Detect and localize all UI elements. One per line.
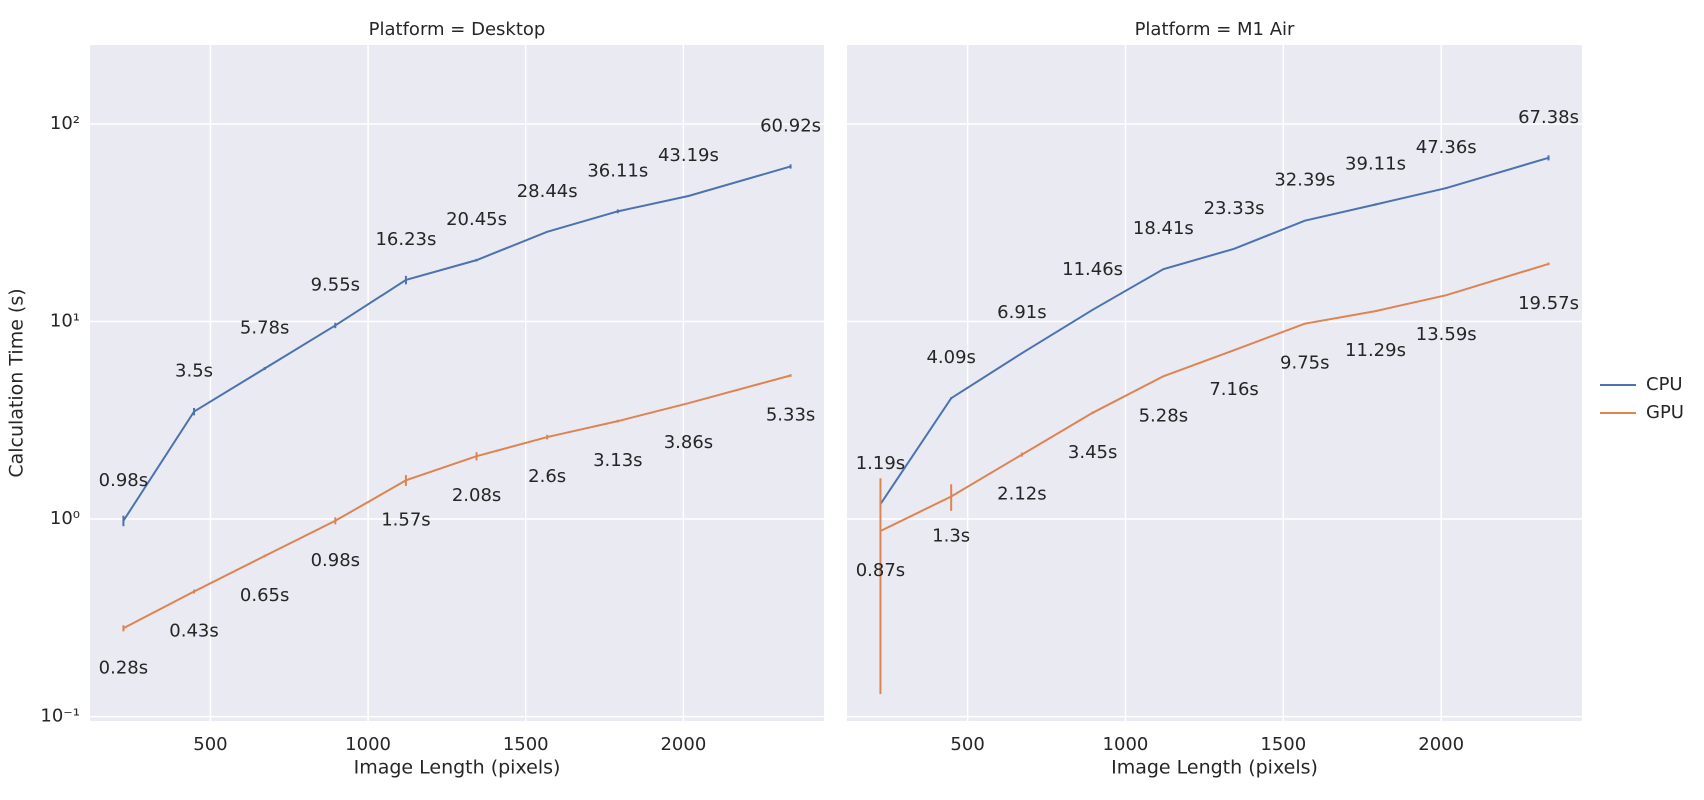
y-tick-label: 10⁰ bbox=[50, 508, 80, 529]
data-label: 9.75s bbox=[1280, 353, 1329, 374]
x-tick-label: 1500 bbox=[503, 734, 549, 755]
data-label: 2.6s bbox=[528, 466, 566, 487]
data-label: 4.09s bbox=[926, 347, 975, 368]
data-label: 0.43s bbox=[169, 620, 218, 641]
data-label: 11.46s bbox=[1062, 259, 1123, 280]
x-tick-label: 500 bbox=[193, 734, 227, 755]
data-label: 0.65s bbox=[240, 585, 289, 606]
legend-label: GPU bbox=[1646, 402, 1684, 423]
data-label: 3.13s bbox=[593, 450, 642, 471]
data-label: 28.44s bbox=[517, 181, 578, 202]
x-tick-label: 500 bbox=[950, 734, 984, 755]
y-tick-label: 10⁻¹ bbox=[40, 706, 80, 727]
legend-label: CPU bbox=[1646, 374, 1683, 395]
y-tick-label: 10¹ bbox=[50, 311, 80, 332]
data-label: 3.5s bbox=[175, 361, 213, 382]
data-label: 32.39s bbox=[1274, 170, 1335, 191]
data-label: 7.16s bbox=[1209, 379, 1258, 400]
data-label: 39.11s bbox=[1345, 153, 1406, 174]
data-label: 2.08s bbox=[452, 485, 501, 506]
panel-title: Platform = Desktop bbox=[369, 19, 546, 40]
data-label: 1.19s bbox=[856, 453, 905, 474]
data-label: 2.12s bbox=[997, 484, 1046, 505]
data-label: 47.36s bbox=[1416, 137, 1477, 158]
data-label: 3.45s bbox=[1068, 442, 1117, 463]
series-line bbox=[122, 374, 791, 630]
x-tick-label: 1500 bbox=[1260, 734, 1306, 755]
data-label: 18.41s bbox=[1133, 218, 1194, 239]
data-label: 1.3s bbox=[932, 526, 970, 547]
data-label: 0.98s bbox=[311, 550, 360, 571]
x-tick-label: 2000 bbox=[1418, 734, 1464, 755]
data-label: 11.29s bbox=[1345, 340, 1406, 361]
x-tick-label: 1000 bbox=[345, 734, 391, 755]
data-label: 5.78s bbox=[240, 318, 289, 339]
series-line bbox=[122, 165, 791, 522]
data-label: 3.86s bbox=[664, 432, 713, 453]
data-label: 0.98s bbox=[99, 470, 148, 491]
series-line bbox=[880, 262, 1549, 532]
data-label: 23.33s bbox=[1204, 198, 1265, 219]
data-label: 43.19s bbox=[658, 145, 719, 166]
plot-area bbox=[847, 45, 1582, 721]
data-label: 16.23s bbox=[375, 229, 436, 250]
x-tick-label: 2000 bbox=[660, 734, 706, 755]
data-label: 13.59s bbox=[1416, 324, 1477, 345]
data-label: 20.45s bbox=[446, 209, 507, 230]
x-axis-label: Image Length (pixels) bbox=[1111, 757, 1318, 779]
data-label: 67.38s bbox=[1518, 107, 1579, 128]
data-label: 6.91s bbox=[997, 302, 1046, 323]
data-label: 5.33s bbox=[766, 404, 815, 425]
y-axis-label: Calculation Time (s) bbox=[6, 288, 28, 477]
y-tick-label: 10² bbox=[50, 113, 80, 134]
plot-area bbox=[90, 45, 824, 721]
panel-title: Platform = M1 Air bbox=[1135, 19, 1295, 40]
data-label: 9.55s bbox=[311, 274, 360, 295]
series-line bbox=[879, 156, 1549, 505]
data-label: 0.87s bbox=[856, 560, 905, 581]
x-tick-label: 1000 bbox=[1103, 734, 1149, 755]
data-label: 0.28s bbox=[99, 657, 148, 678]
data-label: 36.11s bbox=[587, 160, 648, 181]
x-axis-label: Image Length (pixels) bbox=[354, 757, 561, 779]
data-label: 5.28s bbox=[1139, 405, 1188, 426]
data-label: 1.57s bbox=[381, 509, 430, 530]
data-label: 19.57s bbox=[1518, 293, 1579, 314]
data-label: 60.92s bbox=[760, 115, 821, 136]
